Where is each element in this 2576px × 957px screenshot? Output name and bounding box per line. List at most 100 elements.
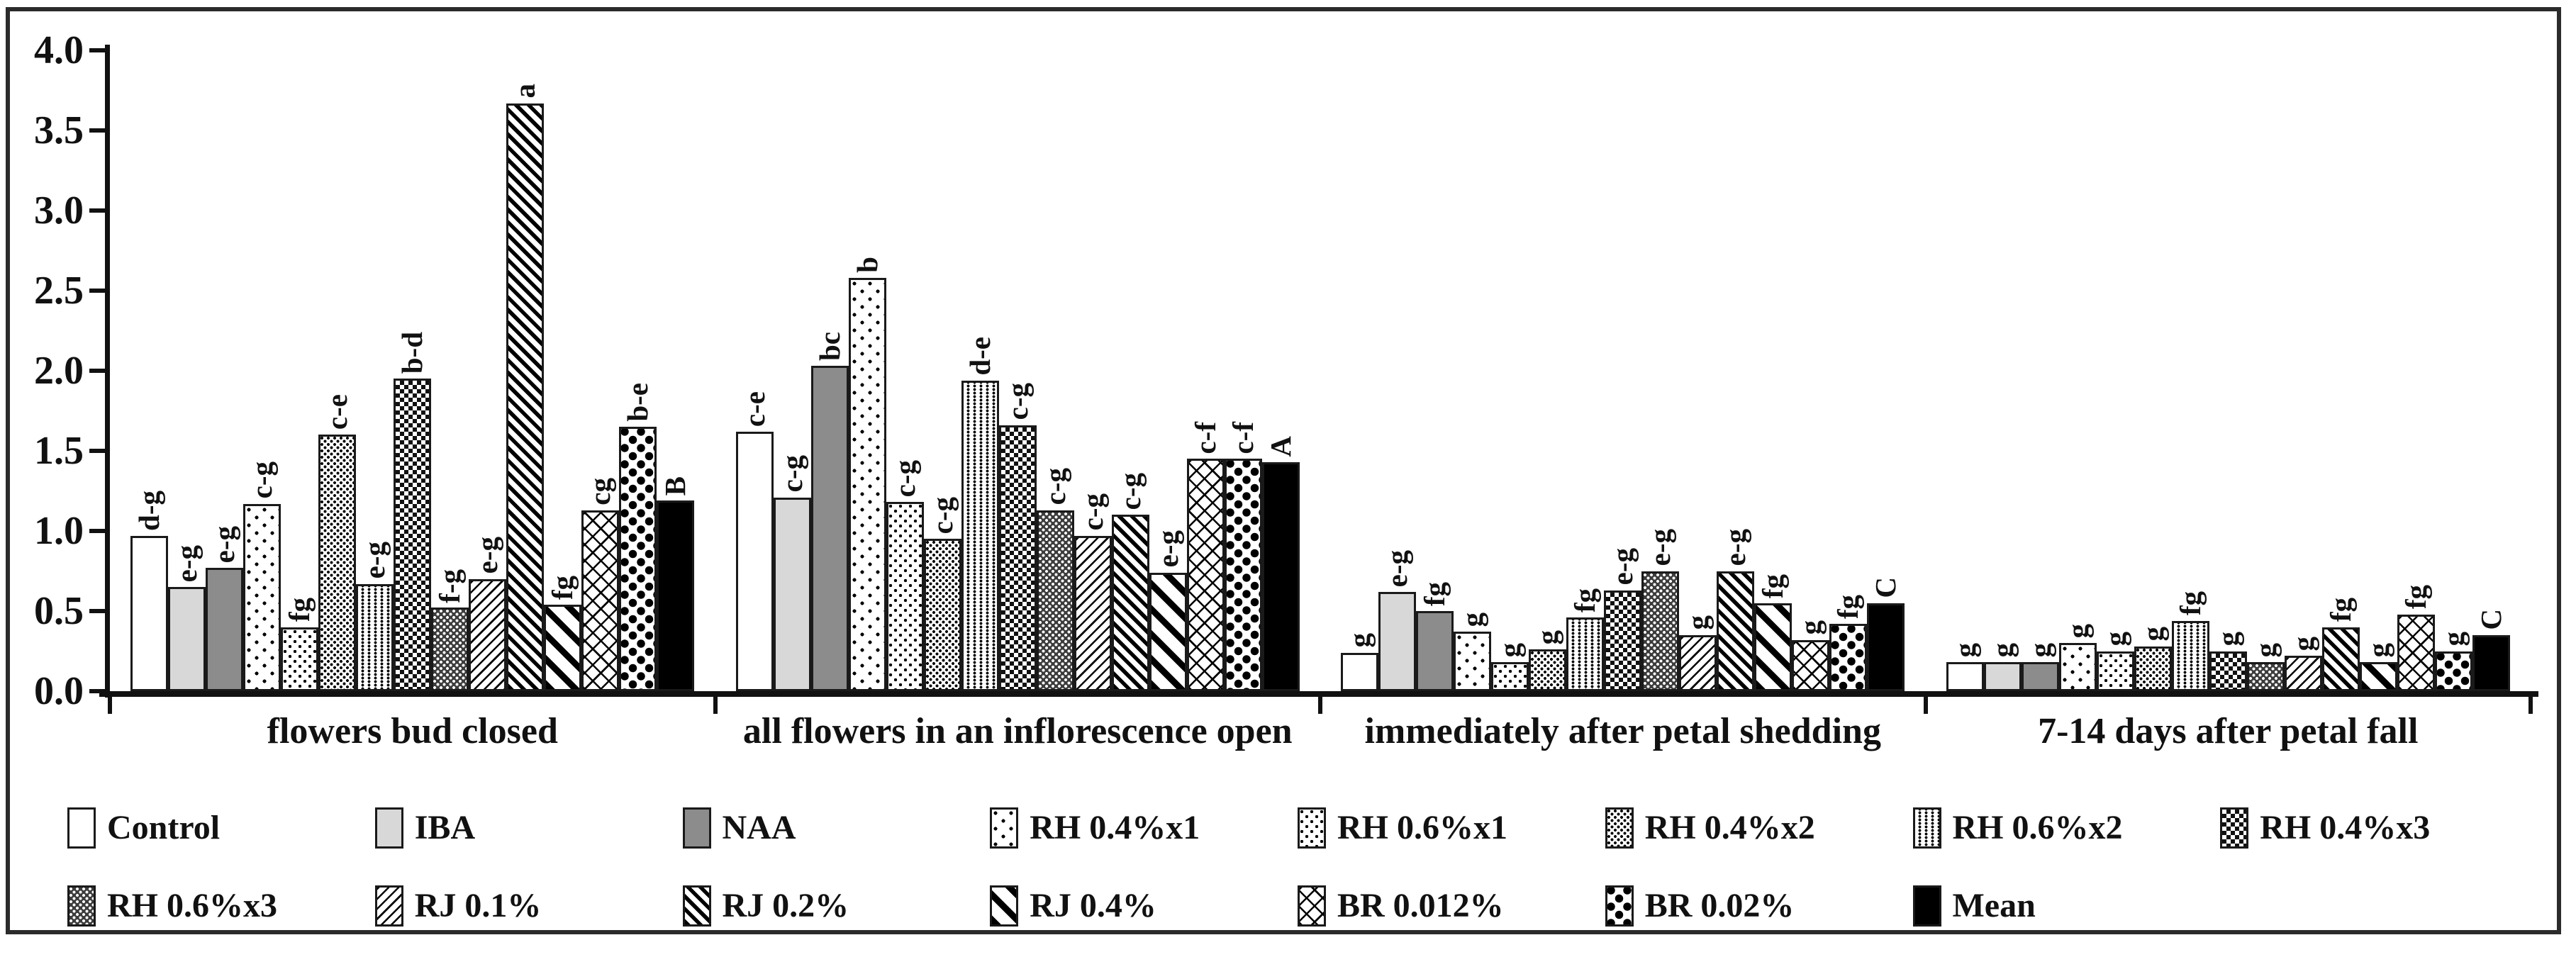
y-tick-mark <box>89 369 105 373</box>
bar-rj-0-4- <box>544 604 582 691</box>
y-tick-mark <box>89 208 105 213</box>
legend-label: RJ 0.4% <box>1030 887 1156 924</box>
legend-swatch <box>1912 885 1941 927</box>
bar-rj-0-1- <box>1679 634 1717 691</box>
significance-letter: C <box>1869 577 1902 598</box>
bar-br-0-02- <box>2434 651 2472 691</box>
bar-column: e-g <box>168 545 206 691</box>
legend-item: RH 0.4%x3 <box>2220 807 2528 849</box>
bar-group: d-g e-g e-g c-g fg c-e e-g b-d f-g e-g a fg cg b-e B <box>110 50 715 691</box>
significance-letter: c-g <box>1038 468 1071 505</box>
significance-letter: b <box>850 257 883 273</box>
x-tick-mark <box>108 697 112 714</box>
significance-letter: c-g <box>245 461 279 499</box>
bar-rh-0-4-x1 <box>848 277 886 691</box>
bar-rh-0-4-x2 <box>2134 646 2172 691</box>
legend-item: RH 0.4%x2 <box>1605 807 1913 849</box>
significance-letter: B <box>659 476 692 496</box>
significance-letter: g <box>1794 620 1827 635</box>
category-label: immediately after petal shedding <box>1364 711 1881 751</box>
legend-swatch <box>990 885 1019 927</box>
bar-rj-0-4- <box>2359 662 2397 691</box>
bar-column: c-g <box>243 461 281 691</box>
bar-group: c-e c-g bc b c-g c-g d-e c-g c-g c-g c-g e-g c-f c-f A <box>715 50 1321 691</box>
bar-column: g <box>1983 643 2022 691</box>
category-label: all flowers in an inflorescence open <box>742 711 1293 751</box>
y-tick-mark <box>89 529 105 533</box>
significance-letter: g <box>2248 642 2282 658</box>
bar-naa <box>206 567 244 691</box>
significance-letter: c-e <box>320 394 354 430</box>
bar-column: c-g <box>1036 468 1074 691</box>
bar-column: b-d <box>394 332 432 691</box>
legend-label: RH 0.6%x1 <box>1337 809 1507 846</box>
bar-control <box>735 431 774 691</box>
significance-letter: c-f <box>1226 421 1259 454</box>
significance-letter: g <box>2286 636 2319 651</box>
y-tick-mark <box>89 128 105 133</box>
legend-item: NAA <box>682 807 991 849</box>
significance-letter: bc <box>813 332 846 362</box>
bar-rj-0-4- <box>1754 603 1792 691</box>
bar-naa <box>2021 662 2059 691</box>
bar-column: e-g <box>1641 529 1680 691</box>
bar-column: C <box>1867 577 1905 691</box>
bar-rj-0-1- <box>469 578 507 691</box>
bar-mean <box>1261 461 1300 691</box>
y-tick-label: 2.5 <box>34 269 84 313</box>
x-tick-mark <box>1318 697 1322 714</box>
bar-control <box>130 535 169 691</box>
bar-column: g <box>1792 620 1830 691</box>
bar-column: c-g <box>923 497 961 691</box>
bar-column: c-g <box>1074 493 1112 691</box>
significance-letter: fg <box>283 598 316 622</box>
bar-rh-0-6-x2 <box>2171 620 2209 691</box>
bar-iba <box>1983 662 2022 691</box>
y-tick-label: 0.5 <box>34 589 84 633</box>
bar-rh-0-6-x1 <box>886 502 924 691</box>
significance-letter: fg <box>2173 591 2207 616</box>
bar-column: g <box>2246 642 2285 691</box>
bar-column: fg <box>1416 582 1454 691</box>
bar-column: B <box>657 476 695 691</box>
legend-swatch <box>1605 885 1634 927</box>
bar-naa <box>1416 611 1454 691</box>
bar-column: A <box>1261 436 1300 691</box>
bar-control <box>1341 652 1379 691</box>
legend-item: Mean <box>1912 885 2221 927</box>
legend-item: RH 0.6%x1 <box>1298 807 1605 849</box>
bar-column: fg <box>2397 585 2435 691</box>
legend-item: RJ 0.2% <box>682 885 991 927</box>
significance-letter: g <box>1948 642 1981 658</box>
legend-swatch <box>1912 807 1941 849</box>
bar-iba <box>168 587 206 691</box>
x-tick-mark <box>1923 697 1928 714</box>
bar-column: b <box>848 257 886 691</box>
bar-rj-0-2- <box>1111 515 1149 691</box>
bar-column: e-g <box>356 542 394 691</box>
legend-row-1: Control IBA NAA RH 0.4%x1 RH 0.6%x1 RH 0.4%x2… <box>67 793 2528 863</box>
legend-label: Mean <box>1952 887 2036 924</box>
bar-rj-0-4- <box>1149 572 1187 691</box>
legend-item: RH 0.6%x3 <box>67 885 375 927</box>
significance-letter: fg <box>2324 598 2357 622</box>
bar-column: c-g <box>1111 473 1149 691</box>
legend-label: RH 0.6%x2 <box>1952 809 2123 846</box>
significance-letter: e-g <box>471 537 504 574</box>
significance-letter: e-g <box>1644 529 1677 566</box>
legend-swatch <box>1605 807 1634 849</box>
bar-rj-0-1- <box>2284 656 2322 691</box>
significance-letter: g <box>2211 632 2244 647</box>
bar-mean <box>2472 634 2510 691</box>
bar-br-0-02- <box>1829 624 1868 691</box>
legend-swatch <box>682 885 711 927</box>
significance-letter: g <box>2098 632 2131 647</box>
legend-label: RH 0.4%x3 <box>2260 809 2431 846</box>
legend-label: RH 0.4%x2 <box>1644 809 1815 846</box>
legend-swatch <box>2220 807 2249 849</box>
legend-label: IBA <box>414 809 476 846</box>
legend-item: RJ 0.1% <box>374 885 683 927</box>
bar-rh-0-4-x3 <box>2209 651 2247 691</box>
y-tick-mark <box>89 689 105 693</box>
